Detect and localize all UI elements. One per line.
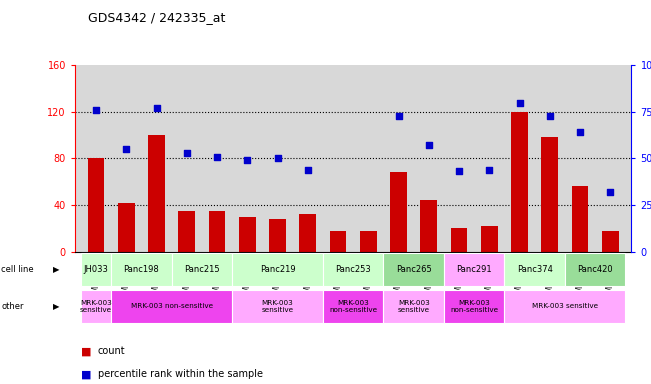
- Text: ▶: ▶: [53, 302, 60, 311]
- Bar: [178, 211, 195, 252]
- Bar: [329, 230, 346, 252]
- Text: ▶: ▶: [53, 265, 60, 274]
- Bar: [232, 253, 323, 286]
- Text: Panc219: Panc219: [260, 265, 296, 274]
- Bar: [81, 253, 111, 286]
- Bar: [444, 253, 505, 286]
- Bar: [209, 211, 225, 252]
- Bar: [383, 290, 444, 323]
- Text: Panc198: Panc198: [124, 265, 159, 274]
- Point: [151, 105, 161, 111]
- Point: [575, 129, 585, 136]
- Point: [242, 157, 253, 163]
- Bar: [360, 230, 377, 252]
- Bar: [81, 290, 111, 323]
- Bar: [421, 200, 437, 252]
- Point: [545, 113, 555, 119]
- Bar: [505, 290, 626, 323]
- Bar: [481, 226, 497, 252]
- Text: MRK-003
non-sensitive: MRK-003 non-sensitive: [450, 300, 498, 313]
- Text: ■: ■: [81, 346, 92, 356]
- Text: percentile rank within the sample: percentile rank within the sample: [98, 369, 262, 379]
- Bar: [572, 186, 589, 252]
- Text: MRK-003 non-sensitive: MRK-003 non-sensitive: [131, 303, 213, 309]
- Text: Panc291: Panc291: [456, 265, 492, 274]
- Text: Panc253: Panc253: [335, 265, 371, 274]
- Bar: [323, 290, 383, 323]
- Text: MRK-003 sensitive: MRK-003 sensitive: [532, 303, 598, 309]
- Bar: [148, 135, 165, 252]
- Bar: [111, 253, 172, 286]
- Point: [605, 189, 615, 195]
- Bar: [239, 217, 256, 252]
- Text: Panc215: Panc215: [184, 265, 220, 274]
- Point: [393, 113, 404, 119]
- Point: [424, 142, 434, 149]
- Point: [272, 156, 283, 162]
- Bar: [323, 253, 383, 286]
- Point: [484, 167, 495, 173]
- Text: cell line: cell line: [1, 265, 34, 274]
- Point: [514, 99, 525, 106]
- Point: [182, 150, 192, 156]
- Point: [121, 146, 132, 152]
- Text: MRK-003
sensitive: MRK-003 sensitive: [398, 300, 430, 313]
- Text: Panc265: Panc265: [396, 265, 432, 274]
- Bar: [270, 219, 286, 252]
- Bar: [232, 290, 323, 323]
- Text: Panc374: Panc374: [517, 265, 553, 274]
- Bar: [505, 253, 565, 286]
- Bar: [299, 214, 316, 252]
- Text: MRK-003
sensitive: MRK-003 sensitive: [80, 300, 112, 313]
- Bar: [118, 203, 135, 252]
- Text: JH033: JH033: [83, 265, 109, 274]
- Bar: [383, 253, 444, 286]
- Text: Panc420: Panc420: [577, 265, 613, 274]
- Text: GDS4342 / 242335_at: GDS4342 / 242335_at: [88, 12, 225, 25]
- Bar: [88, 159, 104, 252]
- Bar: [565, 253, 626, 286]
- Point: [91, 107, 102, 113]
- Text: count: count: [98, 346, 125, 356]
- Bar: [390, 172, 407, 252]
- Bar: [172, 253, 232, 286]
- Point: [454, 168, 464, 174]
- Bar: [444, 290, 505, 323]
- Text: MRK-003
sensitive: MRK-003 sensitive: [262, 300, 294, 313]
- Bar: [111, 290, 232, 323]
- Point: [212, 154, 222, 160]
- Text: MRK-003
non-sensitive: MRK-003 non-sensitive: [329, 300, 377, 313]
- Text: other: other: [1, 302, 24, 311]
- Bar: [602, 230, 618, 252]
- Text: ■: ■: [81, 369, 92, 379]
- Point: [303, 167, 313, 173]
- Bar: [542, 137, 558, 252]
- Bar: [450, 228, 467, 252]
- Bar: [511, 112, 528, 252]
